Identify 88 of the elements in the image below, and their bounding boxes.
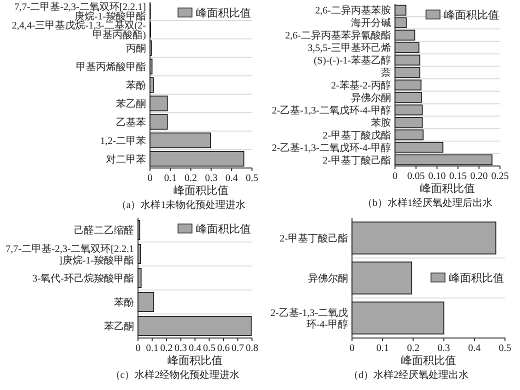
- x-tick-label: 0.8: [246, 343, 258, 354]
- y-tick-label: 苯乙酮: [116, 98, 146, 110]
- x-tick-label: 0: [136, 343, 140, 354]
- bar: [352, 222, 496, 254]
- y-tick-label: 3-氧代-环己烷羧酸甲酯: [32, 272, 134, 284]
- bar: [394, 17, 407, 28]
- x-tick-label: 0: [148, 173, 152, 184]
- x-axis-title: 峰面积比值: [420, 182, 475, 195]
- bar: [150, 151, 244, 167]
- legend: 峰面积比值: [178, 8, 251, 20]
- y-tick-label: (S)-(-)-1-苯基乙醇: [314, 54, 391, 67]
- y-tick-label: 苯胺: [371, 116, 391, 129]
- bar: [150, 132, 211, 148]
- x-tick-label: 0.2: [406, 343, 420, 354]
- bar: [352, 302, 444, 334]
- y-tick-label: 2-甲基丁酸己酯: [322, 154, 391, 166]
- series-label: 峰面积比值: [449, 272, 504, 284]
- y-tick-label: 苯乙酮: [104, 320, 134, 332]
- bar: [150, 114, 168, 130]
- y-tick-label: 己醛二乙缩醛: [74, 224, 134, 236]
- x-tick-label: 0.4: [225, 173, 238, 184]
- y-tick-label: 1,2-二甲苯: [100, 134, 146, 147]
- legend-label: 峰面积比值: [444, 8, 499, 22]
- y-tick-label: 丙酮: [126, 44, 146, 55]
- y-tick-label: 甲基丙烯酸甲酯: [76, 61, 146, 74]
- x-tick-label: 0.5: [246, 173, 258, 184]
- text: （c）水样2经物化预处理进水: [110, 369, 240, 381]
- y-tick-label: 异佛尔酮: [351, 92, 391, 104]
- legend: 峰面积比值: [178, 224, 251, 236]
- x-tick-label: 0.1: [376, 343, 389, 354]
- legend: 峰面积比值: [430, 272, 504, 284]
- y-tick-label: 2,6-二异丙基苯异氰酸酯: [285, 30, 391, 42]
- y-tick-label: 苯酚: [114, 296, 134, 308]
- y-tick-label: 2-乙基-1,3-二氧戊环-4-甲醇: [270, 306, 348, 330]
- x-axis-title: 峰面积比值: [401, 354, 456, 367]
- bar: [138, 244, 141, 264]
- x-tick-label: 0.25: [491, 171, 509, 182]
- x-tick-label: 0.3: [204, 173, 218, 184]
- y-tick-label: 2-甲基丁酸己酯: [280, 232, 348, 244]
- x-tick-label: 0: [350, 343, 354, 354]
- y-tick-label: 乙基苯: [116, 116, 146, 128]
- x-tick-label: 0.4: [468, 343, 481, 354]
- y-tick-label: 3,5,5-三甲基环己烯: [308, 42, 391, 54]
- legend-label: 峰面积比值: [196, 6, 251, 20]
- x-tick-label: 0.05: [407, 171, 425, 182]
- x-tick-label: 0: [392, 171, 398, 182]
- y-tick-label: 2-苯基-2-丙醇: [331, 80, 391, 92]
- y-tick-label: 2-乙基-1,3-二氧戊环-4-甲醇: [272, 142, 391, 154]
- bar: [138, 292, 154, 312]
- x-tick-label: 0.4: [188, 343, 202, 354]
- y-tick-label: 对二甲苯: [106, 153, 146, 166]
- x-tick-label: 0.2: [160, 343, 173, 354]
- x-tick-label: 0.3: [438, 343, 450, 354]
- x-tick-label: 0.7: [232, 343, 244, 354]
- y-tick-label: 2-乙基-1,3-二氧戊环-4-甲醇: [272, 104, 391, 116]
- x-tick-label: 0.5: [498, 343, 512, 354]
- text: （b）水样1经厌氧处理后出水: [362, 197, 492, 209]
- y-tick-label: 海开分碱: [351, 17, 391, 30]
- x-tick-label: 0.10: [428, 171, 446, 182]
- x-tick-label: 0.3: [174, 343, 187, 354]
- bar: [150, 77, 154, 93]
- y-tick-label: 7,7-二甲基-2,3-二氧双环[2.2.1]庚烷-1-羧酸甲酯: [6, 242, 134, 266]
- x-tick-label: 0.15: [449, 171, 467, 182]
- legend: 峰面积比值: [426, 10, 499, 22]
- bar: [150, 96, 168, 112]
- bar: [394, 154, 492, 166]
- bar: [138, 268, 142, 288]
- text: （a）水样1未物化预处理进水: [116, 199, 246, 211]
- y-tick-label: 异佛尔酮: [308, 272, 348, 284]
- bar: [352, 262, 412, 294]
- x-tick-label: 0.1: [146, 343, 158, 354]
- y-tick-label: 2,6-二异丙基苯胺: [315, 4, 391, 17]
- bar: [138, 316, 252, 336]
- bar: [394, 142, 444, 153]
- bar: [394, 4, 406, 16]
- x-tick-label: 0.5: [203, 343, 216, 354]
- x-tick-label: 0.1: [164, 173, 177, 184]
- x-axis-title: 峰面积比值: [174, 184, 228, 197]
- x-tick-label: 0.20: [470, 171, 488, 182]
- y-tick-label: 2-甲基丁酸戊酯: [322, 129, 391, 142]
- x-tick-label: 0.2: [184, 173, 198, 184]
- text: （d）水样2经厌氧处理出水: [348, 369, 468, 381]
- x-tick-label: 0.6: [217, 343, 230, 354]
- legend-label: 峰面积比值: [196, 222, 251, 236]
- y-tick-label: 萘: [381, 67, 391, 80]
- bar: [150, 58, 152, 74]
- y-tick-label: 苯酚: [126, 80, 146, 92]
- x-axis-title: 峰面积比值: [168, 354, 222, 367]
